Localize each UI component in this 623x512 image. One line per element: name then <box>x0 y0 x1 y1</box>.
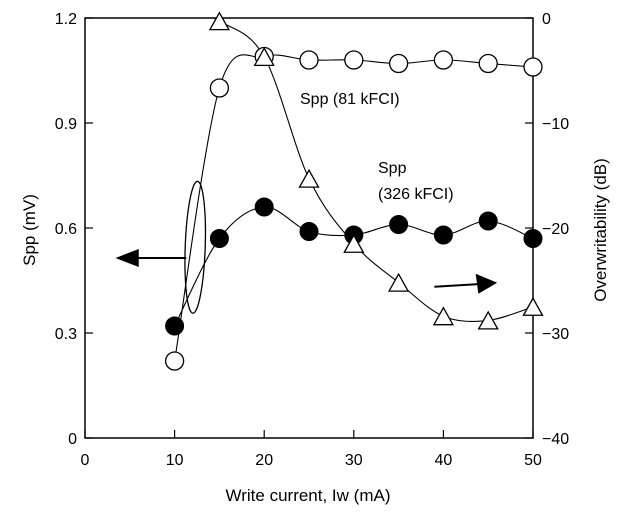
marker-filled-circle <box>478 211 498 231</box>
y-axis-right-label: Overwritability (dB) <box>591 158 610 302</box>
y2-tick-label: 0 <box>542 11 551 28</box>
left-axis-arrow-head <box>115 249 139 267</box>
marker-open-circle <box>299 50 319 70</box>
x-axis-label: Write current, Iw (mA) <box>226 486 391 505</box>
y-tick-label: 0.6 <box>55 221 77 238</box>
marker-open-circle <box>388 53 409 74</box>
marker-filled-circle <box>523 229 543 248</box>
y-tick-label: 0.9 <box>55 116 77 133</box>
marker-open-circle <box>209 78 230 98</box>
marker-open-triangle <box>522 296 544 316</box>
series-line-0 <box>174 54 533 362</box>
marker-open-triangle <box>387 272 410 292</box>
marker-open-circle <box>164 351 185 371</box>
x-tick-label: 10 <box>166 452 184 469</box>
right-axis-arrow-head <box>475 273 498 294</box>
x-tick-label: 0 <box>81 452 90 469</box>
x-tick-label: 40 <box>435 452 453 469</box>
marker-filled-circle <box>254 197 274 217</box>
marker-open-circle <box>478 53 498 74</box>
y2-tick-label: −30 <box>542 326 569 343</box>
marker-open-triangle <box>208 11 231 31</box>
y-tick-label: 0 <box>68 431 77 448</box>
marker-filled-circle <box>209 229 229 248</box>
y-tick-label: 1.2 <box>55 11 77 28</box>
marker-filled-circle <box>299 222 319 241</box>
x-tick-label: 20 <box>255 452 273 469</box>
series-markers <box>164 11 544 371</box>
y2-tick-label: −20 <box>542 221 569 238</box>
series-line-2 <box>212 18 533 322</box>
marker-open-circle <box>433 50 454 70</box>
marker-open-triangle <box>298 168 320 188</box>
marker-open-triangle <box>432 306 455 326</box>
marker-open-triangle <box>477 310 499 330</box>
x-tick-label: 50 <box>524 452 542 469</box>
y2-tick-label: −10 <box>542 116 569 133</box>
marker-open-triangle <box>253 47 275 66</box>
y-axis-left-label: Spp (mV) <box>20 194 39 266</box>
annotation-326-kfci-line1: Spp <box>378 160 407 177</box>
x-tick-label: 30 <box>345 452 363 469</box>
series-group-ellipse <box>184 180 207 314</box>
series-line-1 <box>174 206 533 327</box>
marker-filled-circle <box>165 316 185 336</box>
right-axis-arrow-shaft <box>434 282 485 288</box>
annotation-81-kfci: Spp (81 kFCI) <box>300 91 400 108</box>
annotation-326-kfci-line2: (326 kFCI) <box>378 186 454 203</box>
marker-filled-circle <box>433 225 453 245</box>
marker-open-circle <box>344 50 364 70</box>
annotations <box>115 180 498 314</box>
marker-open-triangle <box>343 233 365 253</box>
y-tick-label: 0.3 <box>55 326 77 343</box>
marker-open-circle <box>523 57 543 77</box>
marker-filled-circle <box>389 215 409 234</box>
axis-ticks: 0 10 20 30 40 50 0 0.3 0.6 0.9 1.2 0 −10 −20 −30 −40 <box>55 11 569 469</box>
y2-tick-label: −40 <box>542 431 569 448</box>
